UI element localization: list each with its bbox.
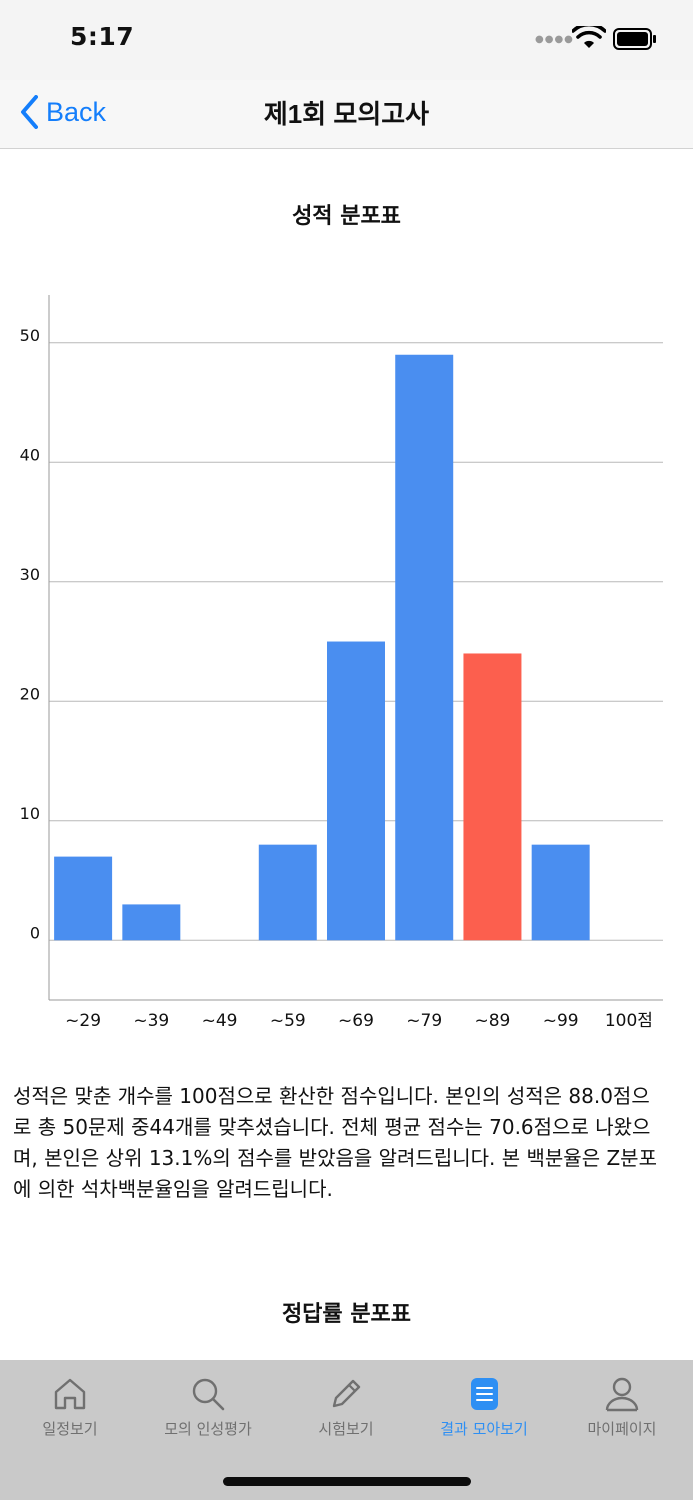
tab-results[interactable]: 결과 모아보기 — [419, 1374, 549, 1439]
tab-label: 결과 모아보기 — [440, 1420, 528, 1438]
bar-~89 — [463, 653, 522, 941]
search-icon — [192, 1378, 225, 1411]
navigation-bar: Back 제1회 모의고사 — [0, 80, 693, 149]
status-bar: 5:17 ●●●● — [0, 0, 693, 80]
x-tick-label: 100점 — [605, 1011, 653, 1031]
battery-icon — [613, 28, 656, 50]
tab-label: 모의 인성평가 — [164, 1420, 252, 1438]
bar-~59 — [258, 844, 317, 941]
y-tick-label: 0 — [30, 923, 40, 942]
bar-~69 — [327, 641, 385, 941]
signal-icon: ●●●● — [535, 34, 574, 45]
x-tick-label: ~59 — [270, 1011, 306, 1031]
bar-~29 — [54, 856, 113, 941]
x-tick-label: ~49 — [202, 1011, 238, 1031]
bar-~99 — [531, 844, 590, 941]
home-icon — [54, 1378, 86, 1410]
accuracy-chart-title: 정답률 분포표 — [281, 1302, 412, 1327]
status-time: 5:17 — [70, 22, 135, 51]
y-tick-label: 40 — [20, 445, 40, 464]
score-summary-text: 성적은 맞춘 개수를 100점으로 환산한 점수입니다. 본인의 성적은 88.… — [13, 1084, 657, 1201]
document-icon — [471, 1378, 498, 1410]
back-label: Back — [46, 96, 107, 127]
y-tick-label: 30 — [20, 565, 40, 584]
tab-my-page[interactable]: 마이페이지 — [557, 1374, 687, 1439]
x-tick-label: ~29 — [65, 1011, 101, 1031]
bar-~39 — [122, 904, 181, 941]
y-tick-label: 20 — [20, 684, 40, 703]
y-tick-label: 50 — [20, 326, 40, 345]
tab-bar: 일정보기 모의 인성평가 시험보기 결과 모아보기 마이페이지 — [0, 1360, 693, 1500]
pencil-icon — [332, 1379, 361, 1408]
home-indicator — [223, 1477, 471, 1486]
chart-title: 성적 분포표 — [292, 204, 401, 229]
page-title: 제1회 모의고사 — [263, 99, 430, 129]
score-distribution-chart: 0 10 20 30 40 50 ~29 ~39 ~49 ~59 ~69 ~79 ~89 ~99 100점 — [20, 295, 663, 1031]
x-tick-label: ~89 — [474, 1011, 510, 1031]
tab-personality-test[interactable]: 모의 인성평가 — [143, 1374, 273, 1439]
person-icon — [605, 1377, 639, 1412]
x-tick-label: ~99 — [543, 1011, 579, 1031]
wifi-icon — [572, 26, 606, 48]
x-tick-label: ~39 — [133, 1011, 169, 1031]
x-tick-label: ~79 — [406, 1011, 442, 1031]
chevron-left-icon — [21, 95, 38, 129]
tab-label: 일정보기 — [42, 1420, 98, 1438]
back-button[interactable]: Back — [20, 90, 106, 134]
tab-label: 시험보기 — [318, 1420, 374, 1438]
tab-label: 마이페이지 — [587, 1420, 657, 1438]
tab-schedule[interactable]: 일정보기 — [5, 1374, 135, 1439]
tab-take-exam[interactable]: 시험보기 — [281, 1374, 411, 1439]
x-tick-label: ~69 — [338, 1011, 374, 1031]
y-tick-label: 10 — [20, 804, 40, 823]
bar-~79 — [395, 354, 454, 941]
